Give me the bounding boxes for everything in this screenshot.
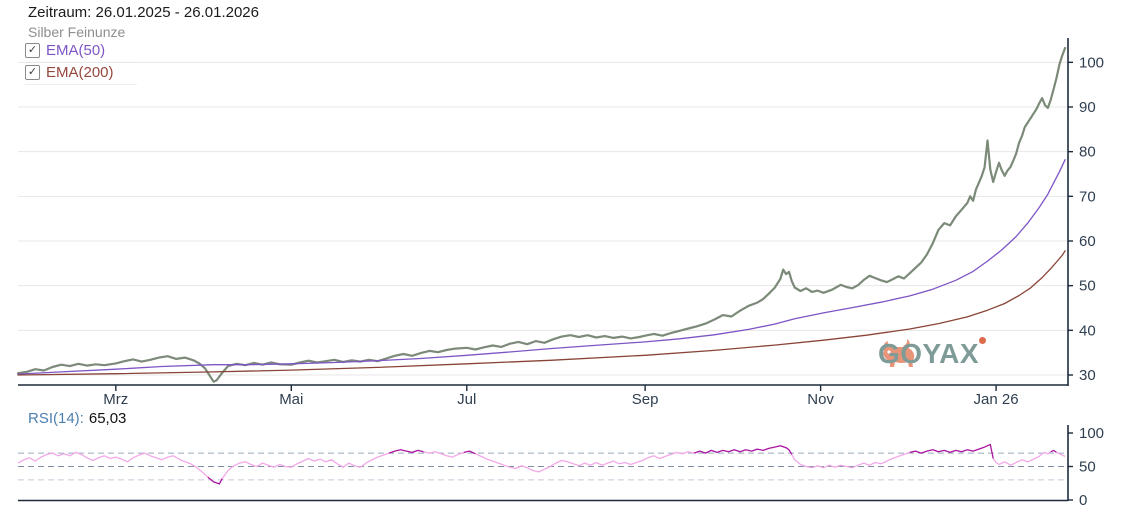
goyax-logo-text: GOYAX	[878, 337, 987, 370]
x-tick-label: Jul	[457, 391, 476, 408]
y-tick-label: 70	[1079, 188, 1096, 205]
rsi-value: 65,03	[88, 410, 127, 427]
price-chart: 30 40 50 60 70 80 90 100 Mrz Mai Jul Sep Nov Jan 26	[16, 38, 1104, 408]
ema50-checkbox[interactable]: ✓	[25, 43, 40, 58]
ema50-label: EMA(50)	[46, 42, 106, 59]
x-tick-label: Sep	[632, 391, 659, 408]
rsi-series-segment	[1056, 451, 1066, 457]
rsi-series-segment	[423, 451, 465, 458]
rsi-series-segment	[791, 451, 911, 469]
y-tick-label: 80	[1079, 144, 1096, 161]
x-tick-label: Mrz	[103, 391, 128, 408]
rsi-series-segment	[1050, 449, 1057, 453]
rsi-series-segment	[207, 476, 223, 485]
rsi-series-segment	[693, 445, 793, 455]
rsi-series-segment	[463, 450, 476, 455]
rsi-y-tick-label: 50	[1079, 459, 1096, 476]
rsi-series-segment	[17, 451, 209, 478]
rsi-series-segment	[221, 452, 390, 479]
goyax-logo: GOYAX	[878, 337, 987, 370]
series-EMA(50)	[17, 159, 1066, 375]
y-tick-label: 50	[1079, 278, 1096, 295]
x-tick-label: Jan 26	[974, 391, 1019, 408]
goyax-logo-dot	[979, 337, 987, 344]
rsi-series-segment	[388, 449, 424, 454]
series-Silber Feinunze	[16, 46, 1067, 383]
rsi-chart: 0 50 100	[17, 425, 1104, 509]
y-tick-label: 60	[1079, 233, 1096, 250]
ema200-row: ✓ EMA(200)	[25, 64, 137, 85]
y-tick-label: 100	[1079, 54, 1104, 71]
rsi-name: RSI(14):	[28, 410, 84, 427]
instrument-name: Silber Feinunze	[28, 24, 126, 40]
rsi-caption: RSI(14): 65,03	[28, 410, 126, 427]
rsi-series-segment	[992, 451, 1052, 466]
rsi-series-segment	[475, 451, 695, 473]
y-tick-label: 90	[1079, 99, 1096, 116]
ema200-checkbox[interactable]: ✓	[25, 65, 40, 80]
y-tick-label: 40	[1079, 322, 1096, 339]
series-EMA(200)	[17, 250, 1066, 376]
x-tick-label: Nov	[807, 391, 834, 408]
rsi-series-segment	[909, 443, 994, 459]
rsi-y-tick-label: 100	[1079, 425, 1104, 442]
x-tick-label: Mai	[279, 391, 303, 408]
y-tick-label: 30	[1079, 367, 1096, 384]
rsi-y-tick-label: 0	[1079, 492, 1087, 509]
ema200-label: EMA(200)	[46, 64, 114, 81]
zeitraum-label: Zeitraum: 26.01.2025 - 26.01.2026	[28, 4, 259, 21]
goyax-bull-icon	[883, 338, 915, 367]
